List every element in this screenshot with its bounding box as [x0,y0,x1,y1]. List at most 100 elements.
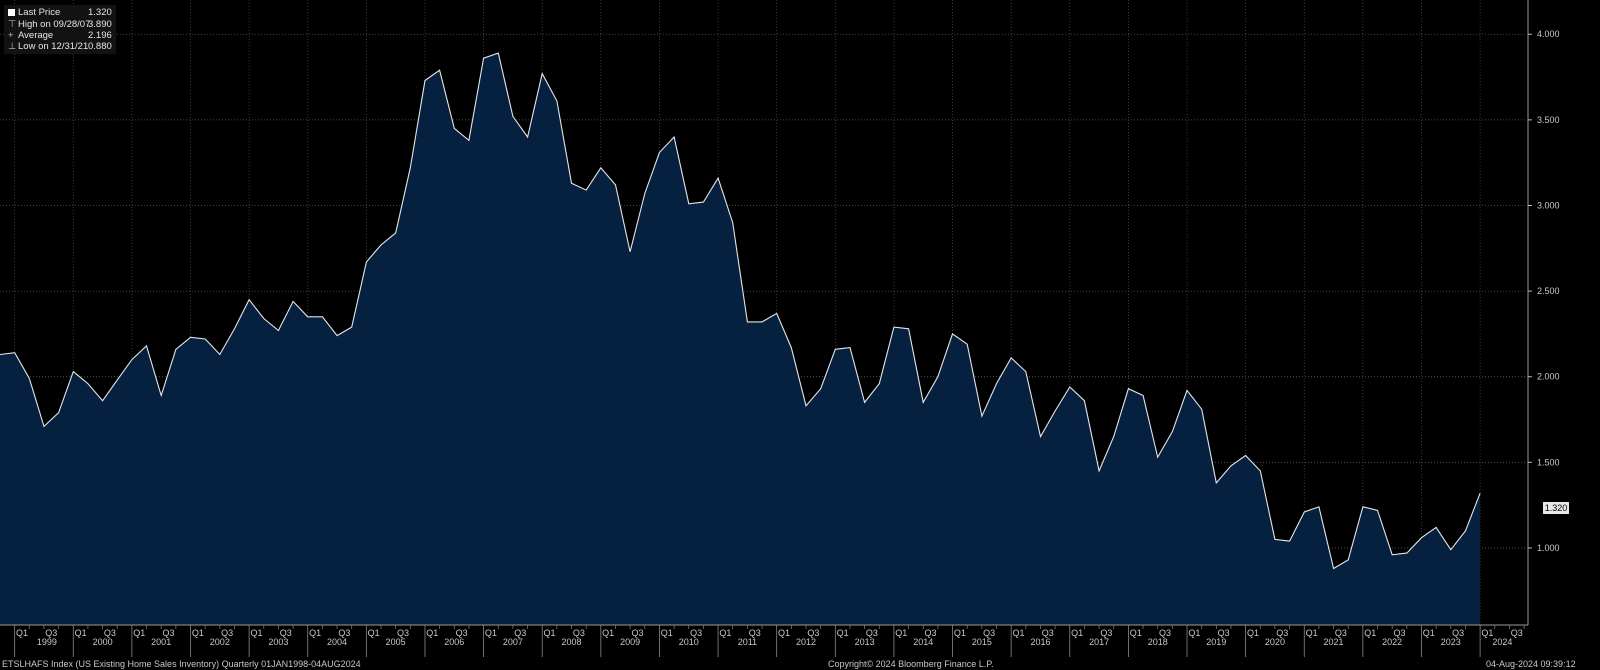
x-quarter-label: Q1 [309,628,321,638]
x-quarter-label: Q1 [544,628,556,638]
x-quarter-label: Q1 [602,628,614,638]
x-year-label: 2000 [93,637,113,647]
legend-high-value: 3.890 [88,19,112,30]
x-year-label: 2015 [972,637,992,647]
x-quarter-label: Q1 [895,628,907,638]
x-quarter-label: Q1 [426,628,438,638]
x-quarter-label: Q1 [75,628,87,638]
legend-average-label: Average [18,30,54,41]
x-quarter-label: Q1 [16,628,28,638]
x-year-label: 2004 [327,637,347,647]
x-year-label: 2007 [503,637,523,647]
square-icon [8,9,15,16]
x-quarter-label: Q1 [1364,628,1376,638]
x-quarter-label: Q3 [456,628,468,638]
series-line-last-price [0,52,1481,570]
x-year-label: 2006 [444,637,464,647]
x-year-label: 2003 [268,637,288,647]
x-quarter-label: Q3 [1159,628,1171,638]
x-quarter-label: Q1 [368,628,380,638]
area-fill [0,53,1481,626]
x-year-label: 2002 [210,637,230,647]
low-marker-icon: ⊥ [8,41,17,52]
x-year-label: 2010 [679,637,699,647]
x-year-label: 2017 [1089,637,1109,647]
y-tick-label: 3.500 [1537,115,1560,125]
x-quarter-label: Q3 [866,628,878,638]
x-quarter-label: Q1 [1247,628,1259,638]
legend-average: + Average 2.196 [8,30,112,41]
legend-low: ⊥ Low on 12/31/21 0.880 [8,41,112,52]
x-year-label: 1999 [37,637,57,647]
x-quarter-label: Q1 [719,628,731,638]
high-marker-icon: ⊤ [8,19,17,30]
x-quarter-label: Q1 [778,628,790,638]
x-quarter-label: Q3 [1511,628,1523,638]
x-quarter-label: Q3 [514,628,526,638]
x-year-label: 2016 [1030,637,1050,647]
x-quarter-label: Q3 [690,628,702,638]
x-year-label: 2022 [1382,637,1402,647]
x-quarter-label: Q3 [983,628,995,638]
x-quarter-label: Q3 [1393,628,1405,638]
x-year-label: 2019 [1206,637,1226,647]
x-year-label: 2014 [913,637,933,647]
x-year-label: 2023 [1441,637,1461,647]
x-quarter-label: Q3 [573,628,585,638]
x-quarter-label: Q3 [1100,628,1112,638]
x-year-label: 2008 [562,637,582,647]
legend-last-price-value: 1.320 [88,7,112,18]
x-quarter-label: Q3 [1335,628,1347,638]
x-quarter-label: Q3 [1042,628,1054,638]
x-year-label: 2012 [796,637,816,647]
x-quarter-label: Q1 [485,628,497,638]
footer-copyright: Copyright© 2024 Bloomberg Finance L.P. [828,659,994,669]
average-marker-icon: + [8,30,14,41]
y-tick-label: 2.000 [1537,372,1560,382]
x-year-label: 2024 [1492,637,1512,647]
x-quarter-label: Q1 [954,628,966,638]
x-year-label: 2020 [1265,637,1285,647]
x-year-label: 2009 [620,637,640,647]
chart-legend: Last Price 1.320 ⊤ High on 09/28/07 3.89… [4,5,116,54]
footer-security: ETSLHAFS Index (US Existing Home Sales I… [2,659,361,669]
x-quarter-label: Q1 [661,628,673,638]
x-year-label: 2021 [1324,637,1344,647]
x-quarter-label: Q3 [338,628,350,638]
x-quarter-label: Q1 [1012,628,1024,638]
footer-timestamp: 04-Aug-2024 09:39:12 [1486,659,1576,669]
legend-low-label: Low on 12/31/21 [18,41,89,52]
x-quarter-label: Q1 [133,628,145,638]
x-quarter-label: Q1 [1188,628,1200,638]
legend-high: ⊤ High on 09/28/07 3.890 [8,19,112,30]
x-quarter-label: Q1 [1130,628,1142,638]
x-quarter-label: Q3 [104,628,116,638]
x-quarter-label: Q3 [1218,628,1230,638]
legend-average-value: 2.196 [88,30,112,41]
x-quarter-label: Q1 [1306,628,1318,638]
x-quarter-label: Q3 [631,628,643,638]
x-quarter-label: Q3 [807,628,819,638]
x-quarter-label: Q3 [280,628,292,638]
legend-last-price-label: Last Price [18,7,61,18]
x-quarter-label: Q3 [221,628,233,638]
x-quarter-label: Q1 [1423,628,1435,638]
legend-low-value: 0.880 [88,41,112,52]
x-quarter-label: Q1 [837,628,849,638]
x-quarter-label: Q3 [1276,628,1288,638]
y-tick-label: 1.500 [1537,457,1560,467]
last-value-tag: 1.320 [1543,502,1569,514]
x-quarter-label: Q3 [925,628,937,638]
x-quarter-label: Q3 [397,628,409,638]
x-quarter-label: Q3 [45,628,57,638]
y-tick-label: 3.000 [1537,200,1560,210]
legend-high-label: High on 09/28/07 [18,19,91,30]
x-quarter-label: Q1 [250,628,262,638]
x-year-label: 2013 [855,637,875,647]
x-year-label: 2011 [738,637,757,647]
x-quarter-label: Q3 [749,628,761,638]
x-quarter-label: Q1 [1071,628,1083,638]
x-year-label: 2005 [386,637,406,647]
x-quarter-label: Q3 [163,628,175,638]
